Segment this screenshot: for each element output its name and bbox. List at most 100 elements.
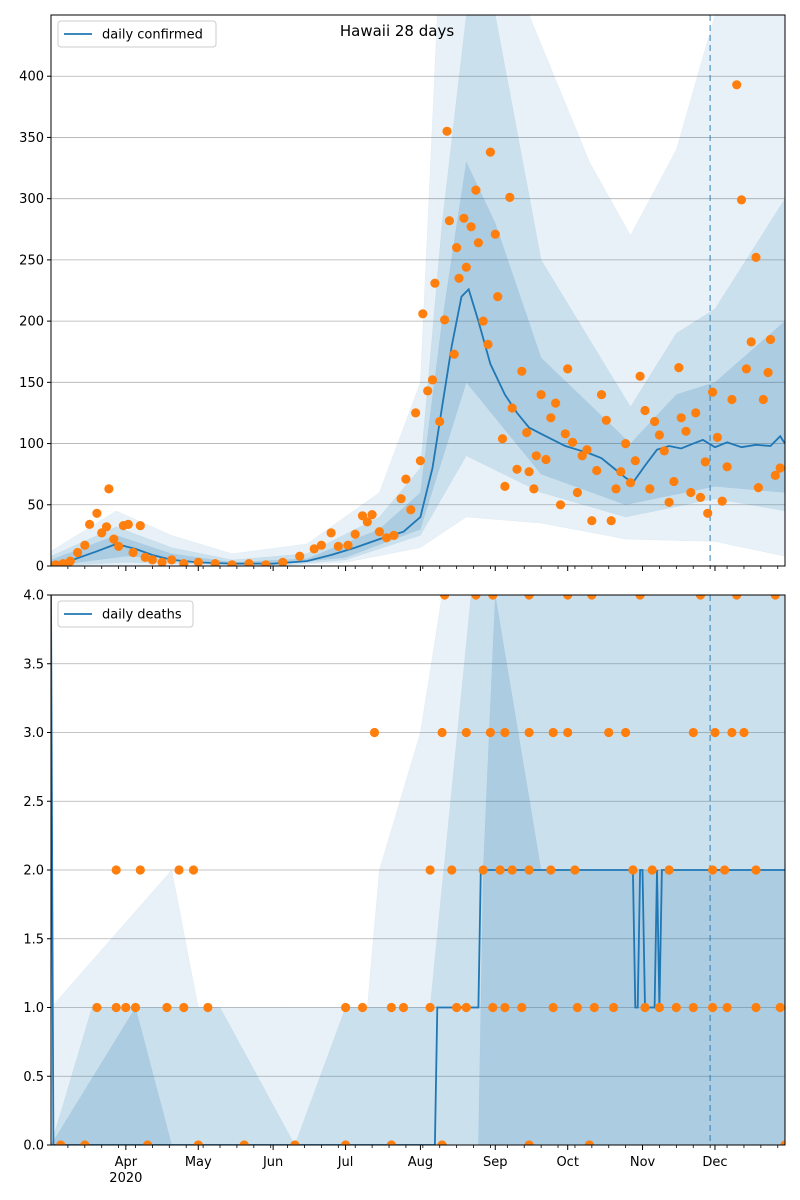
data-point: [572, 1002, 583, 1013]
legend-box: [57, 600, 194, 628]
data-point: [104, 484, 114, 494]
data-point: [635, 595, 645, 600]
data-point: [601, 415, 611, 425]
data-point: [758, 394, 768, 405]
data-point: [140, 552, 150, 563]
data-point: [425, 865, 435, 875]
data-point: [720, 865, 730, 875]
data-point: [640, 1002, 650, 1013]
y-tick-label: 350: [19, 131, 44, 146]
data-point: [478, 865, 488, 875]
data-point: [635, 371, 645, 381]
data-point: [135, 865, 145, 875]
legend-box: [57, 20, 217, 48]
data-point: [261, 560, 271, 566]
legend-label: daily confirmed: [102, 28, 203, 43]
data-point: [500, 727, 510, 738]
data-point: [517, 1002, 527, 1013]
chart-title: Hawaii 28 days: [340, 22, 454, 40]
data-point: [147, 555, 157, 565]
data-point: [437, 1140, 447, 1145]
data-point: [708, 387, 718, 397]
data-point: [671, 1002, 681, 1013]
data-point: [488, 1002, 498, 1013]
data-point: [382, 533, 392, 543]
data-point: [111, 865, 121, 875]
plot-area: [51, 15, 785, 566]
x-tick-label: Dec: [702, 1155, 727, 1170]
data-point: [423, 386, 433, 396]
data-point: [495, 865, 505, 875]
data-point: [625, 478, 636, 488]
data-point: [396, 494, 406, 504]
data-point: [770, 470, 780, 480]
data-point: [386, 1002, 396, 1013]
data-point: [551, 398, 561, 408]
data-point: [357, 1002, 368, 1013]
data-point: [507, 865, 517, 875]
data-point: [485, 147, 495, 157]
y-tick-label: 100: [19, 437, 44, 452]
data-point: [193, 557, 203, 566]
data-point: [341, 1002, 351, 1013]
data-point: [92, 508, 102, 518]
data-point: [56, 1140, 66, 1145]
data-point: [751, 252, 761, 262]
data-point: [406, 505, 416, 515]
data-point: [522, 427, 532, 438]
data-point: [123, 519, 133, 530]
data-point: [512, 464, 522, 474]
data-point: [560, 429, 570, 439]
data-point: [616, 467, 626, 477]
y-tick-label: 150: [19, 376, 44, 391]
data-point: [732, 595, 742, 600]
data-point: [362, 517, 372, 527]
data-point: [51, 560, 61, 566]
data-point: [343, 540, 353, 550]
data-point: [621, 727, 631, 738]
data-point: [440, 315, 450, 325]
data-point: [570, 865, 580, 875]
x-year-label: 2020: [109, 1171, 142, 1186]
x-tick-label: Apr: [115, 1155, 138, 1170]
data-point: [708, 865, 718, 875]
x-tick-label: Jun: [262, 1155, 283, 1170]
data-point: [179, 559, 189, 566]
data-point: [517, 366, 527, 376]
data-point: [640, 405, 650, 416]
data-point: [695, 492, 706, 502]
data-point: [606, 516, 616, 526]
y-tick-label: 200: [19, 315, 44, 330]
data-point: [401, 474, 411, 484]
data-point: [386, 1140, 396, 1145]
y-tick-label: 1.5: [23, 932, 44, 947]
data-point: [73, 547, 83, 558]
data-point: [628, 865, 638, 875]
data-point: [732, 80, 742, 90]
data-point: [524, 595, 534, 600]
data-point: [507, 403, 517, 413]
data-point: [589, 1002, 599, 1013]
data-point: [80, 540, 90, 550]
data-point: [654, 1002, 665, 1013]
y-tick-label: 2.5: [23, 795, 44, 810]
data-point: [584, 1140, 594, 1145]
data-point: [430, 278, 440, 288]
data-point: [490, 229, 500, 239]
data-point: [746, 337, 756, 347]
y-tick-label: 3.5: [23, 657, 44, 672]
data-point: [244, 559, 254, 566]
data-point: [674, 363, 684, 373]
data-point: [326, 528, 336, 538]
data-point: [587, 516, 597, 526]
data-point: [563, 727, 573, 738]
data-point: [239, 1140, 249, 1145]
data-point: [452, 1002, 462, 1013]
data-point: [531, 451, 541, 461]
data-point: [681, 426, 691, 436]
data-point: [647, 865, 657, 875]
data-point: [563, 595, 573, 600]
data-point: [411, 408, 421, 418]
data-point: [691, 408, 701, 418]
